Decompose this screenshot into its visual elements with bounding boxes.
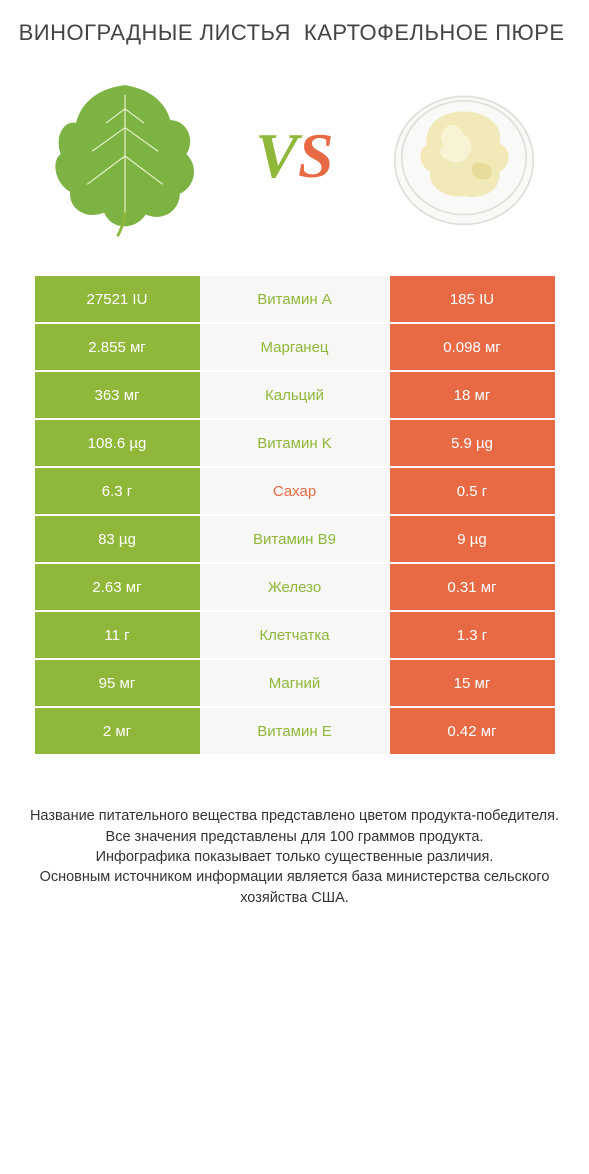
comparison-table: 27521 IUВитамин A185 IU2.855 мгМарганец0… [35,276,555,756]
footer-line: Название питательного вещества представл… [25,806,564,826]
infographic-container: ВИНОГРАДНЫЕ ЛИСТЬЯ КАРТОФЕЛЬНОЕ ПЮРЕ VS … [0,0,589,938]
right-value: 0.31 мг [390,564,555,610]
table-row: 83 µgВитамин B99 µg [35,516,555,564]
left-value: 2.63 мг [35,564,200,610]
left-value: 6.3 г [35,468,200,514]
left-food-title: ВИНОГРАДНЫЕ ЛИСТЬЯ [15,20,295,46]
right-value: 18 мг [390,372,555,418]
right-value: 9 µg [390,516,555,562]
right-food-title: КАРТОФЕЛЬНОЕ ПЮРЕ [295,20,575,46]
left-value: 83 µg [35,516,200,562]
right-value: 15 мг [390,660,555,706]
left-value: 2 мг [35,708,200,754]
vs-v: V [255,120,298,191]
table-row: 363 мгКальций18 мг [35,372,555,420]
nutrient-name: Кальций [200,372,390,418]
grape-leaf-icon [35,66,215,246]
table-row: 108.6 µgВитамин K5.9 µg [35,420,555,468]
right-value: 185 IU [390,276,555,322]
left-value: 2.855 мг [35,324,200,370]
left-value: 27521 IU [35,276,200,322]
nutrient-name: Витамин B9 [200,516,390,562]
right-value: 5.9 µg [390,420,555,466]
table-row: 2 мгВитамин E0.42 мг [35,708,555,756]
table-row: 95 мгМагний15 мг [35,660,555,708]
nutrient-name: Витамин E [200,708,390,754]
nutrient-name: Магний [200,660,390,706]
table-row: 2.63 мгЖелезо0.31 мг [35,564,555,612]
nutrient-name: Сахар [200,468,390,514]
vs-label: VS [255,119,333,193]
mashed-potato-icon [374,66,554,246]
nutrient-name: Марганец [200,324,390,370]
left-value: 363 мг [35,372,200,418]
footer-line: Все значения представлены для 100 граммо… [25,827,564,847]
right-value: 1.3 г [390,612,555,658]
table-row: 27521 IUВитамин A185 IU [35,276,555,324]
nutrient-name: Клетчатка [200,612,390,658]
left-value: 11 г [35,612,200,658]
right-value: 0.5 г [390,468,555,514]
right-value: 0.098 мг [390,324,555,370]
nutrient-name: Витамин A [200,276,390,322]
left-value: 108.6 µg [35,420,200,466]
table-row: 6.3 гСахар0.5 г [35,468,555,516]
table-row: 2.855 мгМарганец0.098 мг [35,324,555,372]
footer-line: Основным источником информации является … [25,867,564,908]
nutrient-name: Железо [200,564,390,610]
images-row: VS [15,66,574,246]
right-value: 0.42 мг [390,708,555,754]
vs-s: S [298,120,334,191]
left-value: 95 мг [35,660,200,706]
header: ВИНОГРАДНЫЕ ЛИСТЬЯ КАРТОФЕЛЬНОЕ ПЮРЕ [15,20,574,46]
footer-line: Инфографика показывает только существенн… [25,847,564,867]
footer-notes: Название питательного вещества представл… [15,806,574,907]
nutrient-name: Витамин K [200,420,390,466]
table-row: 11 гКлетчатка1.3 г [35,612,555,660]
